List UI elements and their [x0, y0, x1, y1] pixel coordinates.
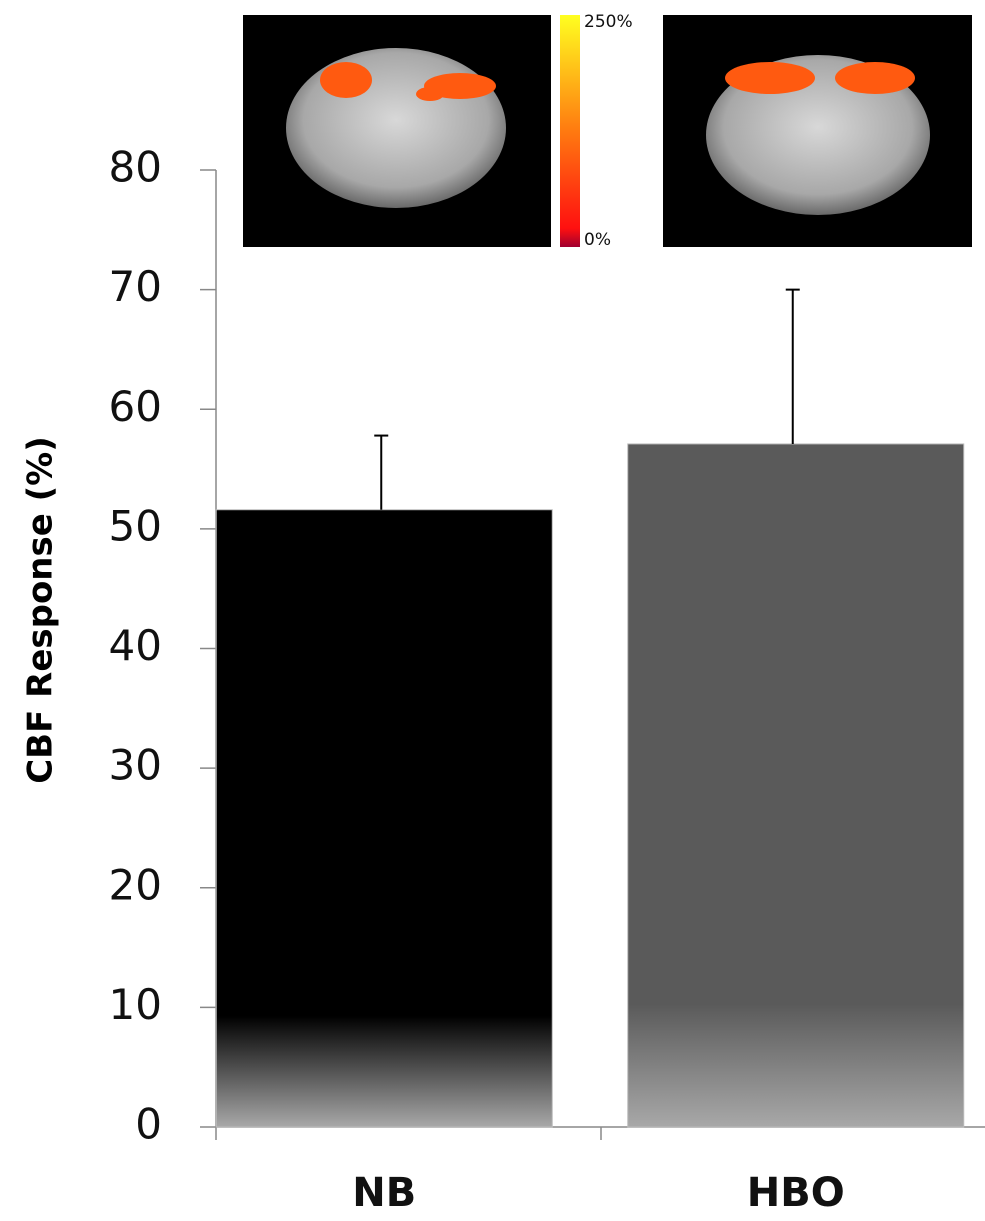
y-tick-label: 20	[109, 860, 162, 909]
colorbar-tick-label: 250%	[584, 12, 633, 32]
y-tick-label: 70	[109, 262, 162, 311]
y-tick-label: 80	[109, 143, 162, 192]
error-bar	[786, 290, 800, 444]
colorbar-tick-label: 0%	[584, 230, 611, 250]
y-tick-label: 50	[109, 501, 162, 550]
brain-image-nb	[243, 15, 551, 247]
y-tick-label: 40	[109, 621, 162, 670]
y-axis-label: CBF Response (%)	[21, 436, 61, 784]
y-tick-label: 60	[109, 382, 162, 431]
colorbar	[560, 15, 580, 247]
y-tick-label: 10	[109, 980, 162, 1029]
bar	[216, 510, 552, 1127]
chart: CBF Response (%) 0 10 20 30 40 50 60 70 80 250% 0%…	[0, 0, 985, 1221]
brain-image-hbo	[663, 15, 972, 247]
error-bar	[374, 436, 388, 510]
bar	[628, 444, 964, 1127]
x-tick-label: HBO	[747, 1170, 845, 1216]
x-tick-label: NB	[352, 1170, 416, 1216]
y-tick-label: 0	[135, 1100, 162, 1149]
y-tick-label: 30	[109, 741, 162, 790]
